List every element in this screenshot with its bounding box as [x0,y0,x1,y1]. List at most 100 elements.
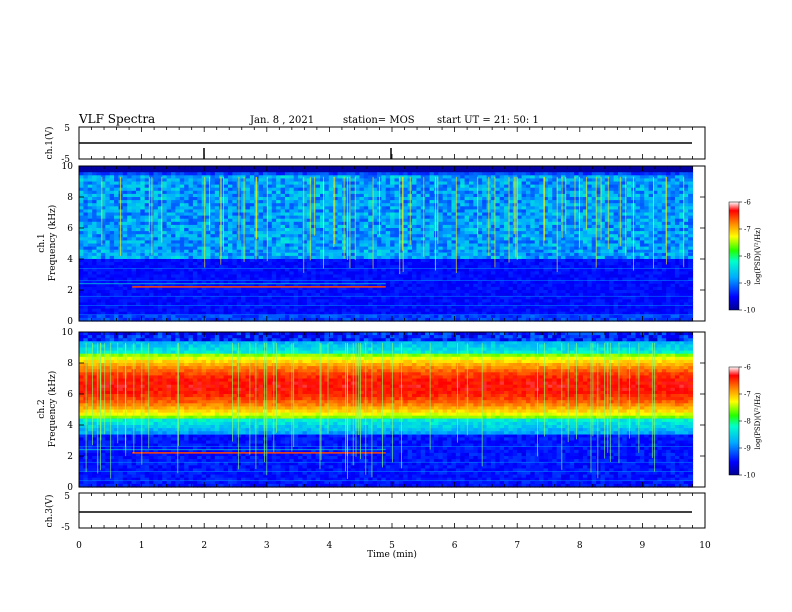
spectrogram-cell [460,317,466,322]
spectrogram-cell [276,178,282,183]
spectrogram-cell [206,175,212,179]
spectrogram-cell [219,212,225,217]
spectrogram-cell [460,271,466,276]
spectrogram-cell [385,286,391,291]
spectrogram-cell [232,197,238,201]
spectrogram-cell [355,203,361,207]
spectrogram-cell [280,249,286,254]
spectrogram-cell [460,262,466,266]
spectrogram-cell [166,308,172,313]
spectrogram-cell [333,187,339,192]
spectrogram-cell [214,184,220,189]
spectrogram-cell [381,169,387,173]
spectrogram-cell [298,305,304,310]
spectrogram-cell [166,302,172,307]
spectrogram-cell [346,231,352,235]
spectrogram-cell [346,212,352,217]
spectrogram-cell [227,255,233,260]
spectrogram-cell [258,166,264,170]
spectrogram-cell [122,212,128,217]
spectrogram-cell [311,200,317,204]
spectrogram-cell [468,302,474,307]
spectrogram-cell [315,169,321,173]
spectrogram-cell [140,259,146,263]
spectrogram-cell [355,280,361,285]
spectrogram-cell [289,255,295,260]
spectrogram-cell [201,200,207,204]
spectrogram-cell [192,283,198,288]
spectrogram-cell [372,280,378,285]
spectrogram-cell [315,249,321,254]
spectrogram-cell [447,293,453,297]
spectrogram-cell [92,234,98,238]
spectrogram-cell [398,203,404,207]
spectrogram-cell [249,212,255,217]
spectrogram-cell [320,172,325,176]
spectrogram-cell [420,224,426,229]
spectrogram-cell [127,190,133,195]
spectrogram-cell [175,169,181,173]
spectrogram-cell [442,255,448,260]
spectrogram-cell [302,172,308,176]
spectrogram-cell [333,209,339,214]
spectrogram-cell [438,178,444,183]
spectrogram-cell [368,268,374,272]
spectrogram-cell [214,240,220,245]
spectrogram-cell [166,181,172,186]
spectrogram-cell [337,271,343,276]
spectrogram-cell [149,302,155,307]
spectrogram-cell [447,234,453,238]
spectrogram-cell [464,218,470,223]
spectrogram-cell [460,299,466,303]
spectrogram-cell [363,283,369,288]
spectrogram-cell [140,231,146,235]
spectrogram-cell [438,237,444,241]
spectrogram-cell [298,234,304,238]
spectrogram-cell [293,172,299,176]
spectrogram-cell [171,237,177,241]
spectrogram-cell [131,234,137,238]
spectrogram-cell [390,234,396,238]
spectrogram-cell [355,293,361,297]
spectrogram-cell [464,234,470,238]
spectrogram-cell [280,277,286,282]
spectrogram-cell [263,190,269,195]
spectrogram-cell [433,265,439,269]
spectrogram-cell [372,187,378,192]
spectrogram-cell [227,286,233,291]
spectrogram-cell [284,299,290,303]
spectrogram-cell [350,262,356,266]
spectrogram-cell [302,259,308,263]
spectrogram-cell [394,271,400,276]
spectrogram-cell [140,314,146,319]
spectrogram-cell [127,212,133,217]
spectrogram-cell [464,246,470,251]
spectrogram-cell [179,255,185,260]
spectrogram-cell [412,181,418,186]
spectrogram-cell [363,237,369,241]
spectrogram-cell [328,190,334,195]
spectrogram-cell [429,203,435,207]
spectrogram-cell [254,271,260,276]
spectrogram-cell [245,221,251,226]
spectrogram-cell [311,317,317,322]
spectrogram-cell [315,187,321,192]
spectrogram-cell [175,286,181,291]
spectrogram-cell [179,190,185,195]
spectrogram-cell [241,218,247,223]
spectrogram-cell [451,178,457,183]
spectrogram-cell [403,243,409,248]
spectrogram-cell [131,274,137,279]
spectrogram-cell [206,314,212,319]
spectrogram-cell [87,203,93,207]
spectrogram-cell [96,296,102,300]
spectrogram-cell [184,290,190,294]
spectrogram-cell [79,240,84,245]
spectrogram-cell [271,187,277,192]
spectrogram-cell [192,200,198,204]
spectrogram-cell [455,252,461,257]
spectrogram-cell [311,299,317,303]
spectrogram-cell [144,268,150,272]
spectrogram-cell [188,290,194,294]
spectrogram-cell [394,262,400,266]
